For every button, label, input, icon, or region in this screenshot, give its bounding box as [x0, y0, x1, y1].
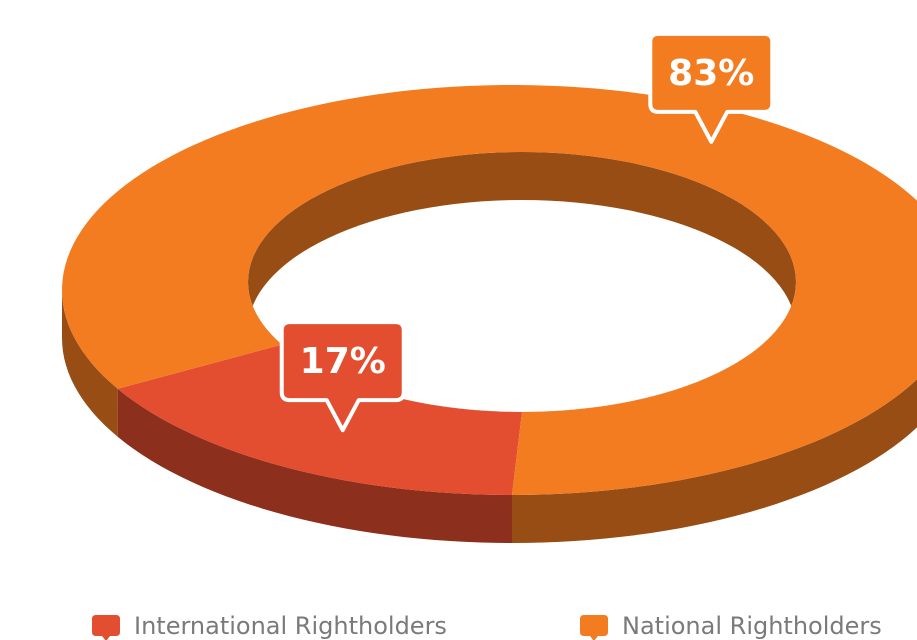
legend-swatch [92, 615, 120, 640]
donut [62, 85, 917, 543]
slice [117, 344, 523, 495]
slice-side [117, 388, 513, 543]
label-callout [279, 320, 406, 433]
slice [62, 85, 917, 495]
value-label: 83% [668, 53, 754, 94]
slice-side [512, 379, 917, 543]
legend-label: International Rightholders [134, 612, 447, 640]
legend-swatch [580, 615, 608, 640]
label-callout [648, 31, 775, 144]
value-label: 17% [300, 341, 386, 382]
slice-side [62, 290, 118, 437]
legend-label: National Rightholders [622, 612, 882, 640]
